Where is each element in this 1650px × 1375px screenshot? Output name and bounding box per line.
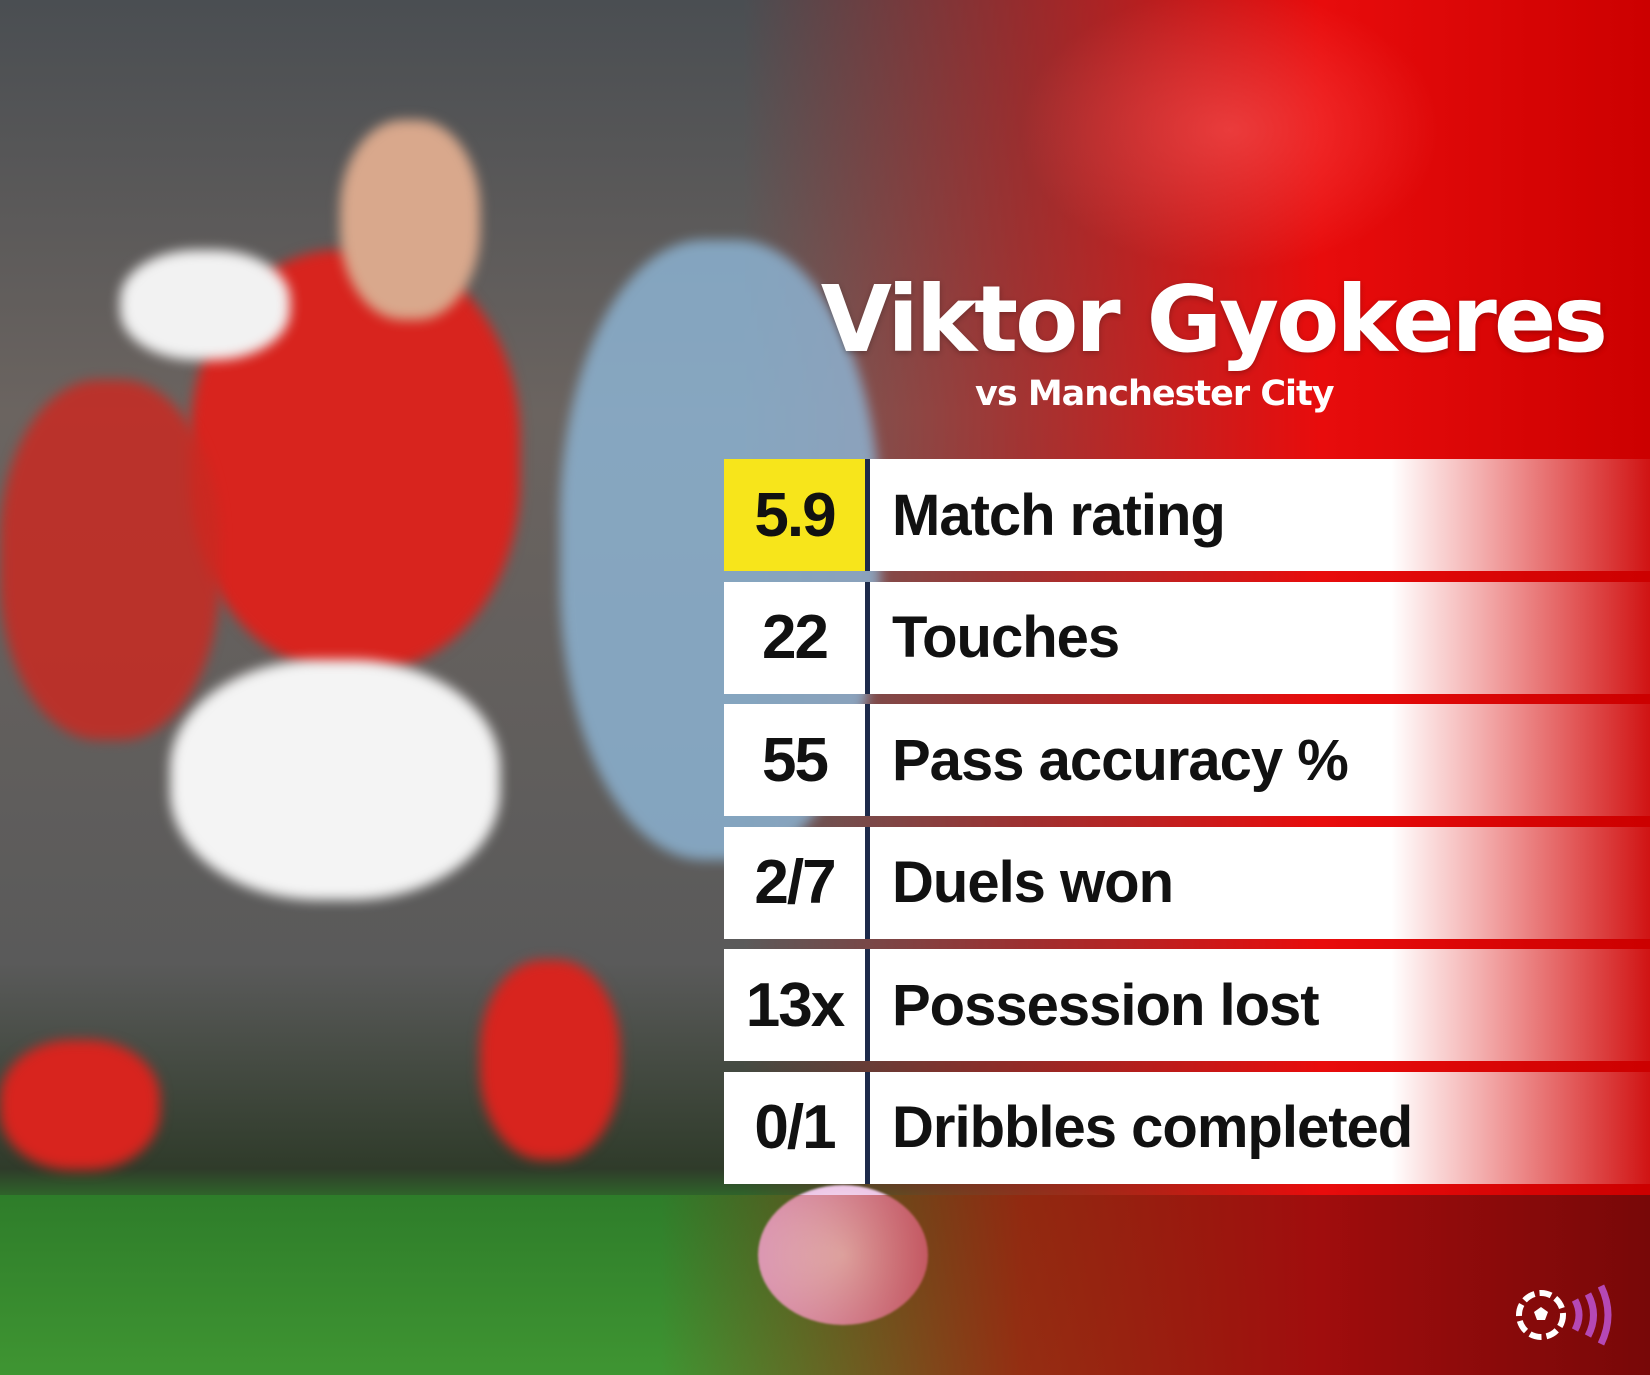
stat-value: 13x: [724, 949, 865, 1061]
stat-label: Dribbles completed: [870, 1071, 1650, 1184]
stat-label: Match rating: [870, 459, 1650, 571]
stat-value: 0/1: [724, 1071, 865, 1184]
stat-label: Pass accuracy %: [870, 704, 1650, 816]
divider: [865, 704, 870, 816]
stat-row-dribbles: 0/1 Dribbles completed: [724, 1071, 1650, 1184]
player-leg: [0, 1040, 160, 1170]
stat-value: 2/7: [724, 826, 865, 939]
stat-label: Possession lost: [870, 949, 1650, 1061]
teammate: [0, 380, 220, 740]
stat-row-possession-lost: 13x Possession lost: [724, 949, 1650, 1061]
stat-row-touches: 22 Touches: [724, 581, 1650, 694]
pitch-fade: [0, 1195, 1650, 1375]
player-shorts: [170, 660, 500, 900]
stat-label: Touches: [870, 581, 1650, 694]
divider: [865, 581, 870, 694]
stat-value: 55: [724, 704, 865, 816]
stat-row-pass-accuracy: 55 Pass accuracy %: [724, 704, 1650, 816]
stat-row-duels-won: 2/7 Duels won: [724, 826, 1650, 939]
stat-value: 22: [724, 581, 865, 694]
player-name-title: Viktor Gyokeres: [820, 266, 1608, 373]
stat-label: Duels won: [870, 826, 1650, 939]
player-sleeve: [120, 250, 290, 360]
stat-value: 5.9: [724, 459, 865, 571]
opponent-subtitle: vs Manchester City: [975, 374, 1335, 414]
divider: [865, 1071, 870, 1184]
football-broadcast-icon: [1516, 1284, 1612, 1346]
divider: [865, 826, 870, 939]
divider: [865, 949, 870, 1061]
player-sock: [480, 960, 620, 1160]
stats-table: 5.9 Match rating 22 Touches 55 Pass accurac…: [724, 459, 1650, 1194]
stat-row-match-rating: 5.9 Match rating: [724, 459, 1650, 571]
divider: [865, 459, 870, 571]
player-head: [340, 120, 480, 320]
